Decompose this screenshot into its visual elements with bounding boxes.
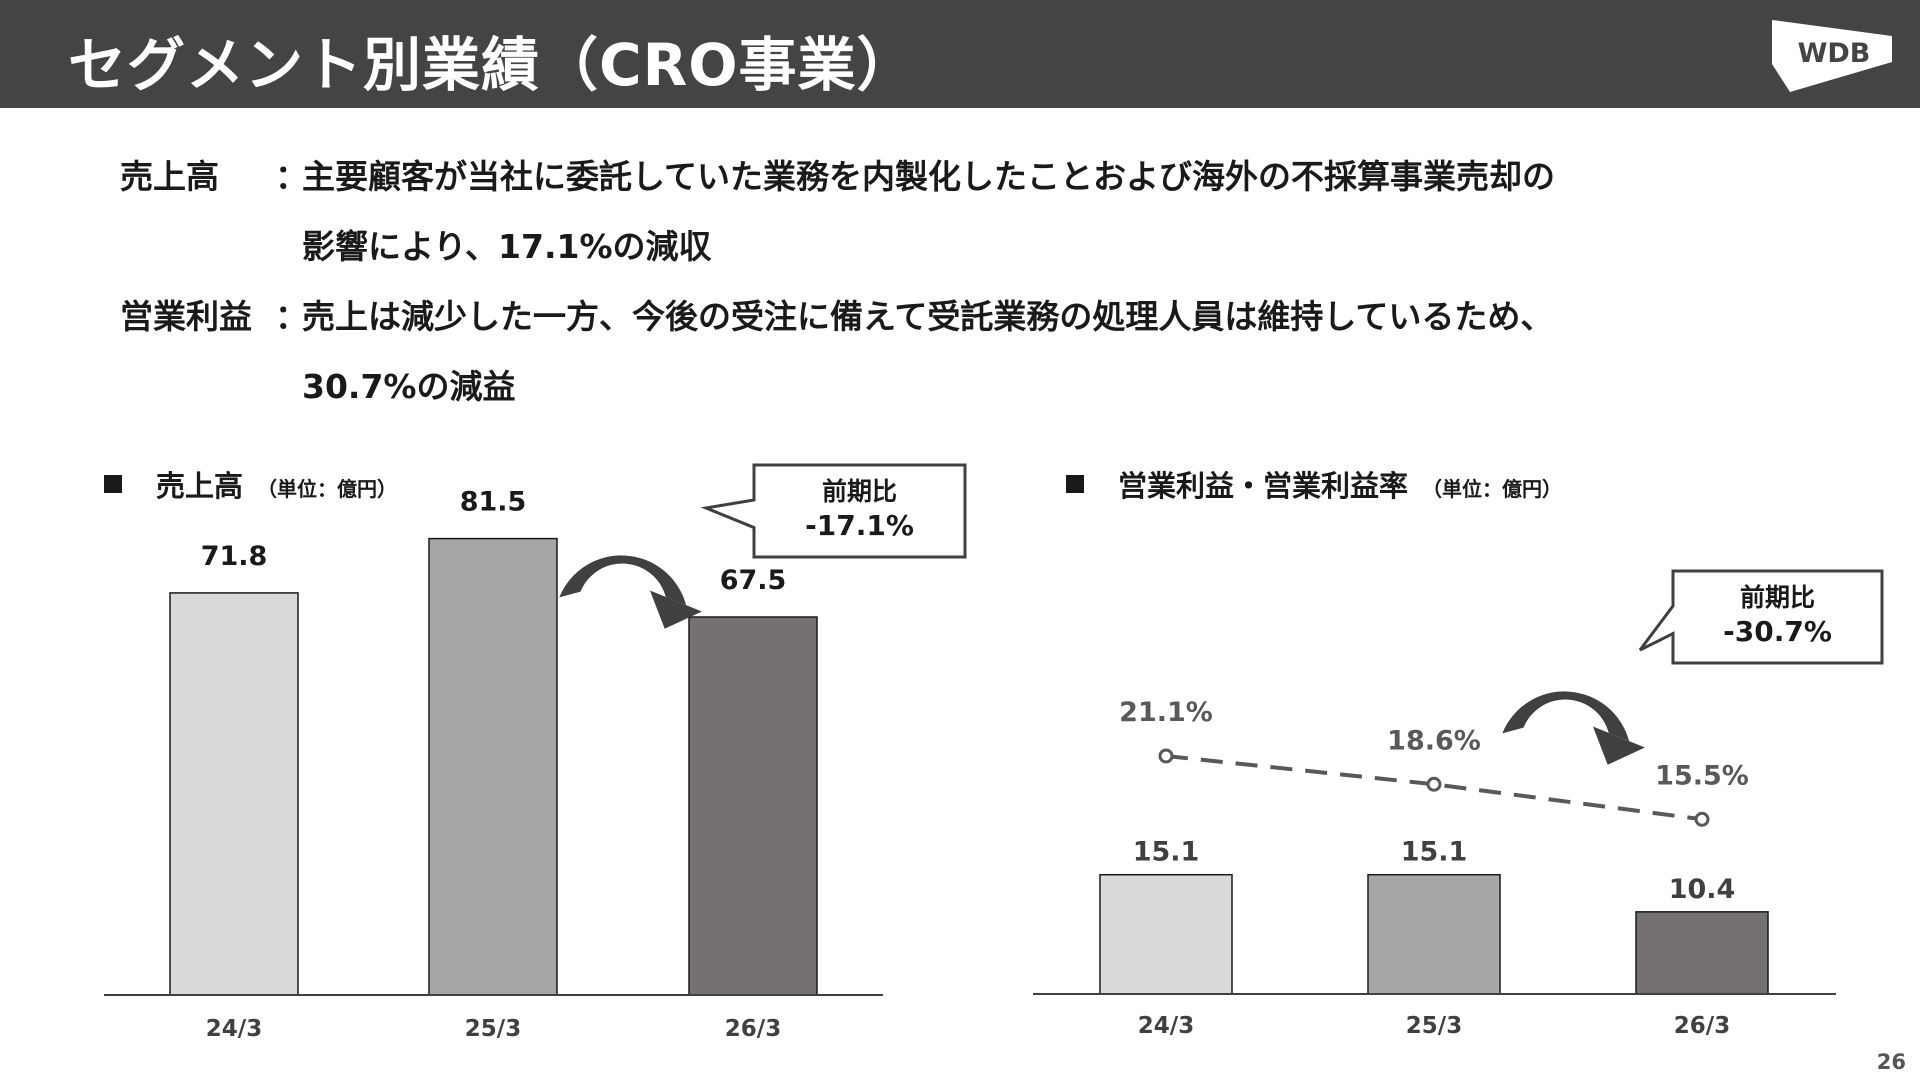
profit-description-row: 営業利益 ： 売上は減少した一方、今後の受注に備えて受託業務の処理人員は維持して… xyxy=(120,290,1840,360)
sales-colon: ： xyxy=(275,157,308,196)
sales-description-row: 売上高 ： 主要顧客が当社に委託していた業務を内製化したことおよび海外の不採算事… xyxy=(120,150,1840,220)
sales-bar-26/3 xyxy=(688,616,818,996)
profit-value-label: 15.1 xyxy=(1133,837,1200,868)
heading-bullet xyxy=(1066,475,1084,493)
profit-bar-26/3 xyxy=(1635,911,1769,995)
sales-value-label: 67.5 xyxy=(720,565,787,596)
sales-decrease-arrow-body xyxy=(559,555,687,606)
description-block: 売上高 ： 主要顧客が当社に委託していた業務を内製化したことおよび海外の不採算事… xyxy=(120,150,1840,430)
logo-text: WDB xyxy=(1798,38,1871,69)
profit-colon: ： xyxy=(275,297,308,336)
profit-chart-unit: （単位：億円） xyxy=(1422,477,1563,501)
profit-label: 営業利益 xyxy=(120,297,252,336)
profit-value-label: 10.4 xyxy=(1669,874,1736,905)
profit-value-label: 15.1 xyxy=(1401,837,1468,868)
margin-rate-point xyxy=(1694,811,1710,827)
profit-x-tick-label: 26/3 xyxy=(1674,1013,1730,1039)
sales-bar-24/3 xyxy=(169,592,299,996)
sales-value-label: 81.5 xyxy=(460,487,527,518)
profit-bar-25/3 xyxy=(1367,873,1501,995)
sales-text-line2: 影響により、17.1%の減収 xyxy=(302,227,712,266)
margin-rate-point xyxy=(1158,748,1174,764)
sales-decrease-arrow-head xyxy=(649,590,702,629)
profit-decrease-arrow-body xyxy=(1502,691,1630,742)
margin-rate-label: 15.5% xyxy=(1655,760,1749,791)
margin-rate-line xyxy=(1165,754,1703,822)
sales-label: 売上高 xyxy=(120,157,219,196)
heading-bullet xyxy=(104,475,122,493)
profit-chart-heading: 営業利益・営業利益率 （単位：億円） xyxy=(1066,463,1562,505)
margin-rate-label: 18.6% xyxy=(1387,725,1481,756)
sales-x-tick-label: 26/3 xyxy=(725,1016,781,1042)
sales-yoy-callout-label: 前期比 xyxy=(822,477,897,506)
sales-yoy-callout-value: -17.1% xyxy=(805,509,914,542)
margin-rate-label: 21.1% xyxy=(1119,697,1213,728)
profit-bar-24/3 xyxy=(1099,873,1233,995)
page-title: セグメント別業績（CRO事業） xyxy=(68,31,916,99)
profit-description-row-2: 30.7%の減益 xyxy=(120,360,1840,430)
profit-yoy-callout-box xyxy=(1638,569,1884,665)
sales-description-row-2: 影響により、17.1%の減収 xyxy=(120,220,1840,290)
margin-rate-point xyxy=(1426,776,1442,792)
sales-yoy-callout-box xyxy=(700,463,967,559)
page-number: 26 xyxy=(1876,1050,1906,1074)
profit-decrease-arrow-head xyxy=(1592,726,1645,765)
sales-chart-heading: 売上高 （単位：億円） xyxy=(104,463,397,505)
sales-x-tick-label: 24/3 xyxy=(206,1016,262,1042)
profit-text-line2: 30.7%の減益 xyxy=(302,367,516,406)
sales-x-tick-label: 25/3 xyxy=(465,1016,521,1042)
profit-yoy-callout-label: 前期比 xyxy=(1740,583,1815,612)
header-bar: セグメント別業績（CRO事業） WDB xyxy=(0,0,1920,108)
sales-bar-25/3 xyxy=(428,537,558,996)
sales-text-line1: 主要顧客が当社に委託していた業務を内製化したことおよび海外の不採算事業売却の xyxy=(302,157,1556,196)
profit-text-line1: 売上は減少した一方、今後の受注に備えて受託業務の処理人員は維持しているため、 xyxy=(302,297,1554,336)
sales-chart-unit: （単位：億円） xyxy=(257,477,398,501)
profit-x-tick-label: 24/3 xyxy=(1138,1013,1194,1039)
sales-chart-title: 売上高 xyxy=(156,469,244,503)
profit-yoy-callout-value: -30.7% xyxy=(1723,615,1832,648)
profit-x-tick-label: 25/3 xyxy=(1406,1013,1462,1039)
wdb-logo: WDB xyxy=(1772,20,1892,92)
profit-chart-title: 営業利益・営業利益率 xyxy=(1118,469,1409,503)
sales-value-label: 71.8 xyxy=(201,541,268,572)
